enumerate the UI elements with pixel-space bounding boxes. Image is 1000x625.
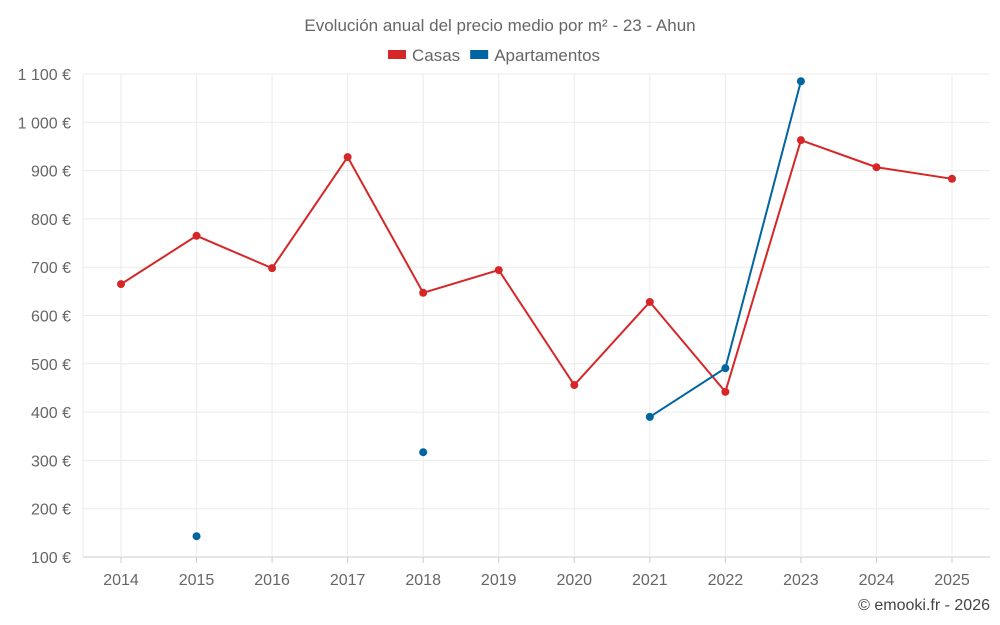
data-point-0-2019 (494, 266, 503, 275)
data-point-0-2021 (645, 297, 654, 306)
y-tick-label: 900 € (31, 164, 71, 181)
data-point-1-2023 (796, 77, 805, 86)
x-tick-label: 2015 (179, 572, 215, 589)
y-tick-label: 700 € (31, 260, 71, 277)
y-tick-label: 1 100 € (18, 67, 71, 84)
x-tick-label: 2017 (330, 572, 366, 589)
x-tick-label: 2019 (481, 572, 517, 589)
y-tick-label: 800 € (31, 212, 71, 229)
legend-swatch-0 (388, 50, 406, 59)
data-point-0-2022 (721, 387, 730, 396)
data-point-0-2025 (948, 174, 956, 183)
y-tick-label: 400 € (31, 405, 71, 422)
data-point-0-2020 (570, 381, 579, 390)
y-tick-label: 300 € (31, 453, 71, 470)
data-point-0-2015 (192, 231, 201, 240)
data-point-1-2018 (419, 448, 428, 457)
legend-swatch-1 (470, 50, 489, 59)
series-line-0 (120, 138, 953, 394)
y-tick-label: 1 000 € (18, 115, 71, 132)
x-tick-label: 2018 (405, 572, 441, 589)
data-point-0-2014 (117, 280, 125, 289)
y-tick-label: 600 € (31, 309, 71, 326)
x-tick-label: 2024 (859, 572, 895, 589)
legend-label-1: Apartamentos (494, 46, 600, 65)
data-point-0-2023 (796, 136, 805, 145)
x-tick-label: 2025 (934, 572, 970, 589)
data-point-1-2022 (721, 364, 730, 373)
data-point-0-2024 (872, 163, 881, 172)
chart-title: Evolución anual del precio medio por m² … (304, 16, 695, 35)
y-tick-label: 100 € (31, 550, 71, 567)
x-tick-label: 2016 (254, 572, 290, 589)
credit-text: © emooki.fr - 2026 (858, 597, 990, 614)
legend-label-0: Casas (412, 46, 460, 65)
y-tick-label: 500 € (31, 357, 71, 374)
x-tick-label: 2020 (556, 572, 592, 589)
data-point-1-2015 (192, 532, 201, 541)
x-tick-label: 2014 (103, 572, 139, 589)
data-point-0-2016 (268, 264, 277, 273)
x-tick-label: 2023 (783, 572, 819, 589)
data-point-1-2021 (645, 412, 654, 421)
data-point-0-2018 (419, 288, 428, 297)
x-tick-label: 2022 (708, 572, 744, 589)
x-tick-label: 2021 (632, 572, 668, 589)
data-point-0-2017 (343, 153, 352, 162)
y-tick-label: 200 € (31, 502, 71, 519)
